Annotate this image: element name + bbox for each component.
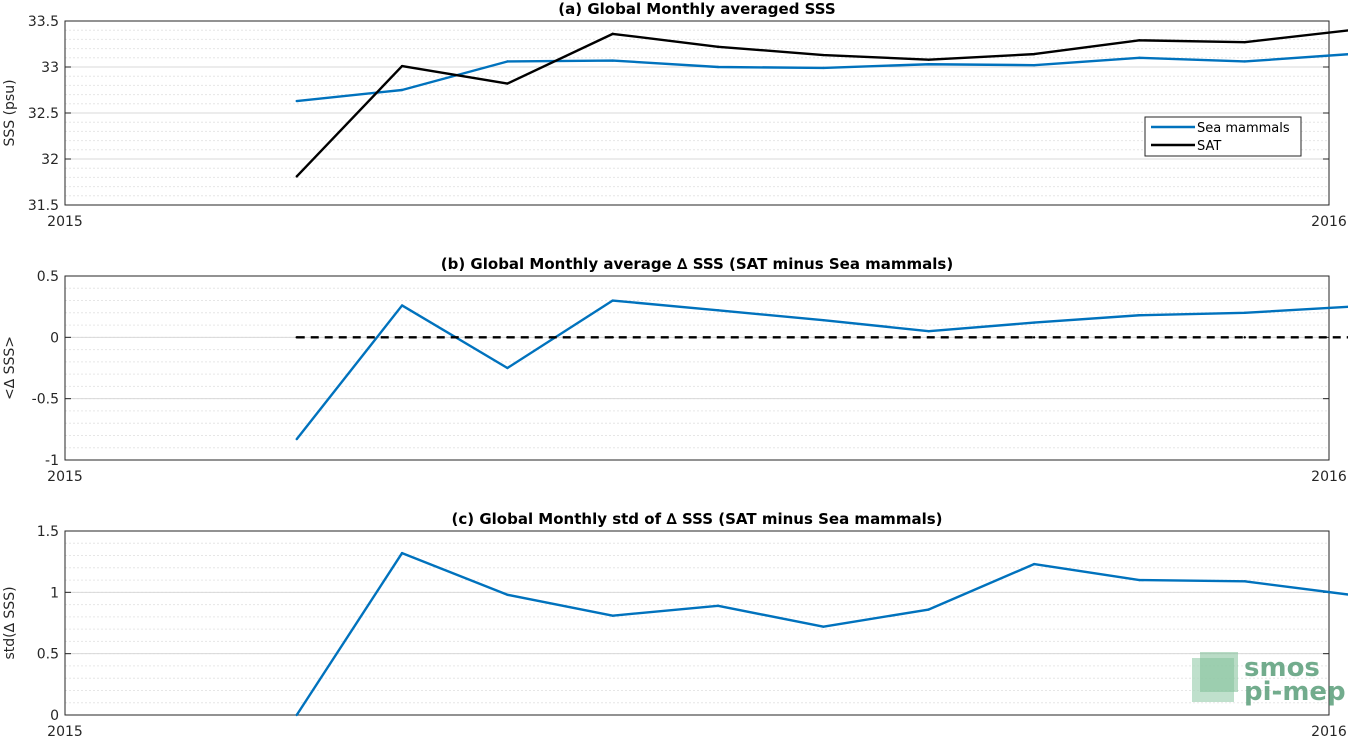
data-point <box>611 299 614 302</box>
data-point <box>1032 63 1036 67</box>
data-point <box>1243 40 1246 44</box>
data-point <box>1138 578 1141 582</box>
data-point <box>400 551 404 555</box>
x-tick-label: 2016 <box>1311 214 1347 230</box>
y-tick-label: 1 <box>50 585 59 601</box>
y-tick-label: 0 <box>50 330 59 346</box>
y-tick-label: -0.5 <box>32 392 59 408</box>
y-tick-label: 32 <box>41 152 59 168</box>
chart-title: (b) Global Monthly average ∆ SSS (SAT mi… <box>441 255 953 273</box>
data-point <box>716 309 720 312</box>
y-tick-label: -1 <box>45 453 59 469</box>
data-point <box>1032 321 1036 324</box>
data-point <box>716 604 720 608</box>
y-tick-label: 32.5 <box>28 106 59 122</box>
smos-pi-mep-logo: smos pi-mep <box>1192 652 1346 707</box>
y-tick-label: 33.5 <box>28 14 59 30</box>
x-tick-label: 2015 <box>47 469 83 485</box>
data-point <box>611 336 614 339</box>
y-tick-label: 0.5 <box>37 647 59 663</box>
y-tick-label: 0.5 <box>37 269 59 285</box>
axes-box <box>64 275 1330 461</box>
chart-title: (c) Global Monthly std of ∆ SSS (SAT min… <box>452 510 943 528</box>
data-point <box>506 336 509 339</box>
chart-panel-2: -1 -0.5 0 0.5 2015 2016 (b) Global Monthly ave… <box>2 255 1348 485</box>
y-axis-label: <∆ SSS> <box>2 336 18 400</box>
chart-panel-1: 31.5 32 32.5 33 33.5 2015 2016 (a) Global Month… <box>2 0 1348 230</box>
data-point <box>295 175 298 178</box>
series-line-1 <box>295 299 1348 440</box>
data-point <box>295 336 298 339</box>
data-point <box>1032 52 1036 56</box>
y-tick-label: 0 <box>50 708 59 724</box>
data-point <box>400 88 404 92</box>
data-point <box>1138 336 1141 339</box>
chart-panel-3: 0 0.5 1 1.5 2015 2016 (c) Global Monthly std o… <box>2 510 1348 736</box>
data-point <box>1138 39 1141 42</box>
data-point <box>927 330 930 333</box>
data-point <box>822 53 825 57</box>
data-point <box>716 65 720 69</box>
data-point <box>1243 580 1246 583</box>
y-axis-label: std(∆ SSS) <box>2 586 18 659</box>
y-tick-label: 1.5 <box>37 524 59 540</box>
logo-mark <box>1200 652 1238 692</box>
data-point <box>716 336 720 339</box>
legend-box <box>1144 116 1302 157</box>
legend: Sea mammals SAT <box>1144 116 1302 157</box>
series-line-1 <box>296 53 1348 103</box>
data-point <box>1032 562 1036 566</box>
x-tick-label: 2015 <box>47 214 83 230</box>
data-point <box>400 64 404 68</box>
x-tick-label: 2016 <box>1311 724 1347 736</box>
y-axis-label: SSS (psu) <box>2 79 18 146</box>
data-point <box>822 66 825 70</box>
data-point <box>611 59 614 62</box>
data-point <box>506 60 509 63</box>
x-tick-label: 2016 <box>1311 469 1347 485</box>
data-point <box>611 32 614 36</box>
y-tick-label: 31.5 <box>28 198 59 214</box>
data-point <box>506 82 509 85</box>
data-point <box>506 593 509 596</box>
legend-label: Sea mammals <box>1197 121 1290 136</box>
data-point <box>822 336 825 339</box>
logo-text-line1: smos <box>1244 653 1320 683</box>
data-point <box>822 318 825 322</box>
y-tick-label: 33 <box>41 60 59 76</box>
data-point <box>927 63 930 66</box>
data-point <box>927 58 930 61</box>
data-point <box>295 713 298 717</box>
logo-text-line2: pi-mep <box>1244 677 1346 707</box>
data-point <box>927 608 930 611</box>
chart-title: (a) Global Monthly averaged SSS <box>558 0 835 18</box>
data-point <box>506 366 509 370</box>
x-tick-label: 2015 <box>47 724 83 736</box>
data-point <box>716 45 720 48</box>
data-point <box>611 614 614 617</box>
legend-label: SAT <box>1197 139 1221 154</box>
data-point <box>1243 336 1246 339</box>
data-point <box>1243 311 1246 314</box>
data-point <box>295 99 298 103</box>
data-point <box>295 437 298 441</box>
data-point <box>927 336 930 339</box>
axes-box <box>64 530 1330 716</box>
data-point <box>1032 336 1036 339</box>
data-point <box>1138 314 1141 317</box>
data-point <box>400 336 404 339</box>
data-point <box>400 304 404 307</box>
data-point <box>1243 60 1246 63</box>
data-point <box>1138 56 1141 59</box>
data-point <box>822 625 825 628</box>
